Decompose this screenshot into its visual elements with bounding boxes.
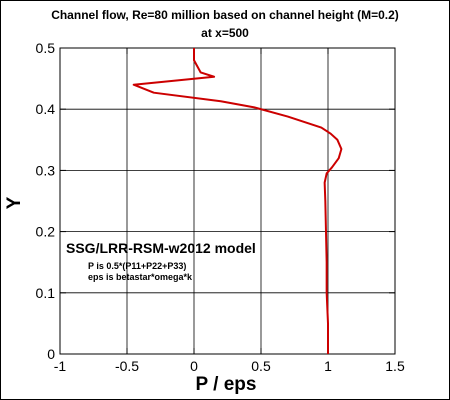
y-tick-label: 0.1 <box>36 285 56 301</box>
series-group <box>132 48 343 354</box>
x-axis-label: P / eps <box>196 374 257 395</box>
y-tick-label: 0.5 <box>36 40 56 56</box>
grid <box>60 48 395 354</box>
chart-title: Channel flow, Re=80 million based on cha… <box>51 8 399 22</box>
y-tick-label: 0 <box>47 346 55 362</box>
eps-definition-label: eps is betastar*omega*k <box>88 272 193 282</box>
x-tick-label: -0.5 <box>115 358 139 374</box>
x-tick-label: 0 <box>190 358 198 374</box>
p-definition-label: P is 0.5*(P11+P22+P33) <box>88 261 186 271</box>
x-tick-label: 1.5 <box>385 358 405 374</box>
model-label: SSG/LRR-RSM-w2012 model <box>66 240 256 256</box>
x-tick-label: 0.5 <box>251 358 271 374</box>
series-line <box>132 48 343 354</box>
y-axis-label: Y <box>4 196 25 209</box>
y-tick-label: 0.3 <box>36 162 56 178</box>
y-tick-label: 0.4 <box>36 101 56 117</box>
plot-area-border <box>59 47 396 355</box>
axis-ticks: -1 -0.5 0 0.5 1 1.5 0 0.1 0.2 0.3 0.4 0.5 <box>36 40 405 374</box>
x-tick-label: 1 <box>324 358 332 374</box>
y-tick-label: 0.2 <box>36 224 56 240</box>
chart-subtitle: at x=500 <box>201 26 249 40</box>
x-tick-label: -1 <box>54 358 67 374</box>
